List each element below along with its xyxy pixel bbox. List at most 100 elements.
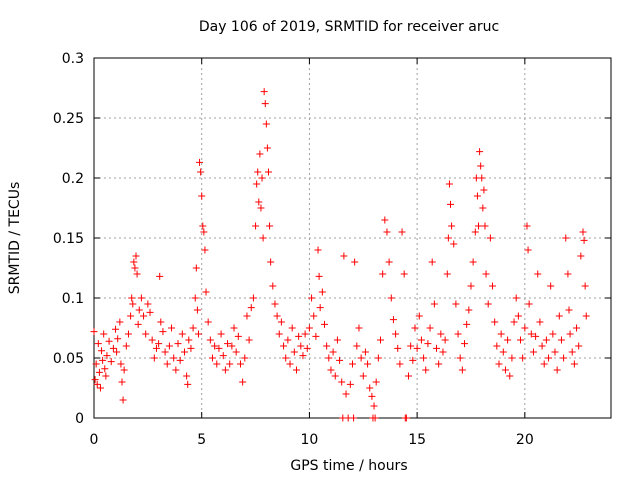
data-point [489,282,497,290]
data-point [426,324,434,332]
data-point [525,300,533,308]
data-point [105,337,113,345]
grid-lines [94,58,611,418]
data-point [508,354,516,362]
data-point [413,344,421,352]
data-point [402,414,410,422]
data-point [247,304,255,312]
data-point [370,402,378,410]
data-point [420,354,428,362]
data-point [450,240,458,248]
data-point [99,356,107,364]
data-point [295,332,303,340]
data-point [383,228,391,236]
data-point [107,358,115,366]
data-point [192,264,200,272]
data-point [137,294,145,302]
y-tick-label: 0.15 [53,231,84,247]
data-point [253,180,261,188]
data-point [254,168,262,176]
data-point [547,282,555,290]
data-point [316,304,324,312]
data-point [381,216,389,224]
data-point [482,270,490,278]
data-point [194,330,202,338]
data-point [301,330,309,338]
data-point [131,264,139,272]
data-point [199,222,207,230]
data-point [159,328,167,336]
data-point [506,372,514,380]
data-point [540,360,548,368]
data-point [193,306,201,314]
data-point [252,222,260,230]
data-point [529,348,537,356]
data-point [96,384,104,392]
data-point [290,348,298,356]
data-point [297,342,305,350]
y-tick-label: 0.1 [62,291,84,307]
data-point [148,336,156,344]
data-point [562,234,570,242]
data-point [95,368,103,376]
x-tick-label: 15 [408,432,426,448]
data-point [415,312,423,320]
data-point [566,330,574,338]
data-point [452,300,460,308]
data-point [565,306,573,314]
data-point [491,318,499,326]
data-point [439,348,447,356]
data-point [445,180,453,188]
data-point [532,332,540,340]
data-point [185,336,193,344]
data-point [364,360,372,368]
data-point [374,354,382,362]
data-point [524,246,532,254]
data-point [527,330,535,338]
data-point [217,330,225,338]
data-point [430,300,438,308]
data-point [314,246,322,254]
x-tick-label: 5 [197,432,206,448]
data-point [245,336,253,344]
data-point [174,340,182,348]
data-point [168,324,176,332]
data-point [504,336,512,344]
data-point [542,336,550,344]
data-point [514,312,522,320]
data-point [144,300,152,308]
data-point [264,168,272,176]
data-point [241,354,249,362]
data-point [484,300,492,308]
data-point [570,360,578,368]
data-point [183,372,191,380]
data-point [157,318,165,326]
data-point [299,352,307,360]
y-tick-label: 0.25 [53,111,84,127]
data-point [579,228,587,236]
data-point [201,246,209,254]
data-point [234,332,242,340]
data-point [288,324,296,332]
data-point [134,320,142,328]
x-tick-label: 20 [516,432,534,448]
data-point [512,294,520,302]
data-point [475,222,483,230]
y-tick-label: 0 [75,411,84,427]
data-point [132,252,140,260]
data-point [269,282,277,290]
data-point [366,384,374,392]
data-point [267,258,275,266]
data-point [260,88,268,96]
data-point [481,222,489,230]
data-point [398,228,406,236]
data-point [114,335,122,343]
data-point [124,330,132,338]
data-point [553,366,561,374]
data-point [239,378,247,386]
data-point [479,204,487,212]
data-point [480,186,488,194]
data-point [230,324,238,332]
data-point [100,330,108,338]
data-point [333,336,341,344]
